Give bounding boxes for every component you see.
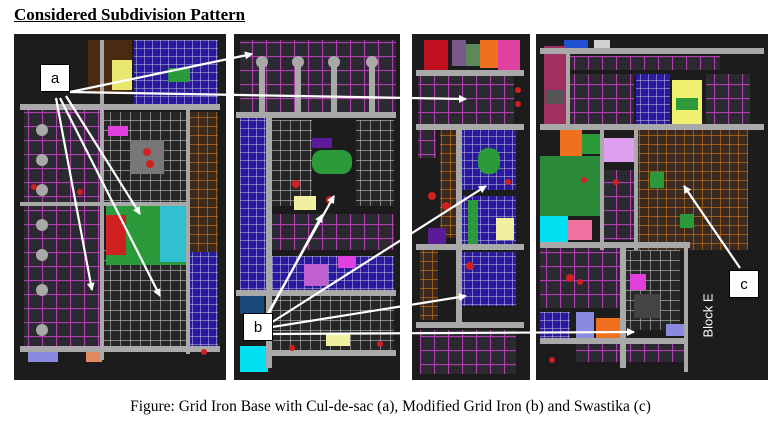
- pointer-arrows: [54, 51, 741, 337]
- plan-panel-3: [412, 34, 530, 380]
- plan-panel-1: [14, 34, 226, 380]
- callout-b: b: [243, 313, 273, 341]
- callout-a: a: [40, 64, 70, 92]
- figure-caption: Figure: Grid Iron Base with Cul-de-sac (…: [130, 398, 651, 415]
- callout-c: c: [729, 270, 759, 298]
- block-e-label: Block E: [700, 293, 716, 338]
- plan-panel-4: [536, 34, 768, 380]
- page-title: Considered Subdivision Pattern: [14, 5, 246, 24]
